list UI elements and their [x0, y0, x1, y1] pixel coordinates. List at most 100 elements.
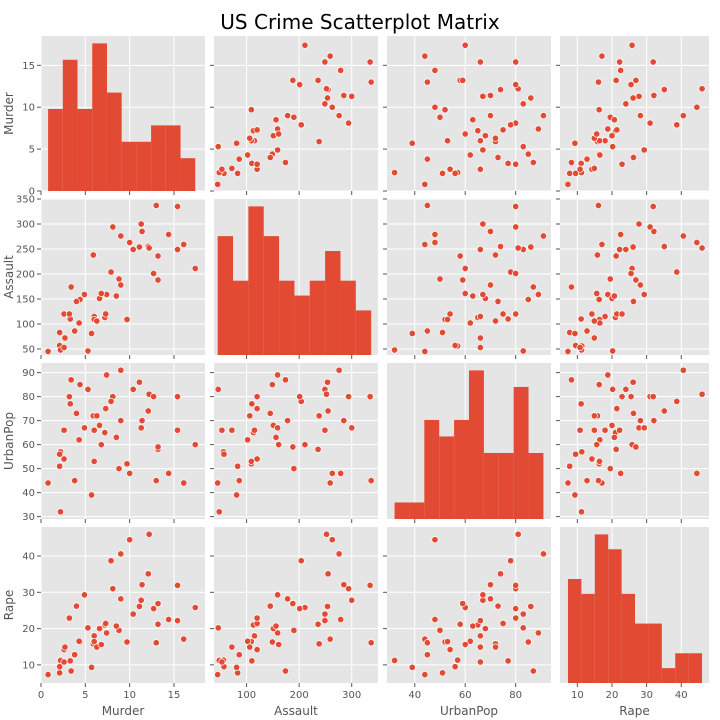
scatter-point [321, 610, 329, 618]
scatter-point [629, 297, 638, 306]
scatter-point [469, 116, 477, 124]
scatter-point [421, 240, 429, 249]
scatter-point [214, 180, 222, 188]
scatter-point [476, 334, 484, 342]
scatter-point [135, 602, 143, 611]
scatter-point [534, 629, 542, 637]
scatter-point [527, 243, 535, 251]
scatter-point [76, 381, 84, 389]
panel-assault-vs-assault [214, 199, 378, 359]
histogram-bar [439, 436, 455, 519]
scatter-point [649, 58, 657, 66]
scatter-point [593, 441, 601, 449]
scatter-point [601, 312, 609, 321]
scatter-point [126, 469, 134, 477]
scatter-point [606, 465, 614, 473]
scatter-point [152, 201, 160, 210]
scatter-point [274, 424, 282, 432]
scatter-point [112, 622, 120, 630]
scatter-point [115, 275, 123, 283]
scatter-point [326, 52, 334, 60]
x-axis-label: UrbanPop [440, 704, 498, 718]
scatter-point [301, 441, 309, 449]
scatter-point [191, 603, 199, 612]
scatter-point [150, 605, 158, 613]
scatter-point [144, 570, 152, 578]
scatter-point [514, 530, 522, 538]
scatter-point [228, 643, 236, 651]
scatter-point [649, 202, 657, 211]
histogram-bar [483, 452, 499, 519]
scatter-point [348, 596, 356, 604]
scatter-point [649, 393, 657, 401]
scatter-point [289, 599, 297, 608]
scatter-point [87, 491, 96, 499]
scatter-point [345, 393, 353, 401]
scatter-point [476, 245, 484, 254]
scatter-point [335, 550, 343, 558]
scatter-point [618, 310, 626, 318]
scatter-point [102, 619, 110, 628]
scatter-point [145, 244, 153, 252]
scatter-point [218, 658, 226, 666]
scatter-point [340, 581, 348, 589]
scatter-point [519, 100, 527, 108]
scatter-point [103, 629, 111, 637]
scatter-point [598, 240, 606, 249]
scatter-point [486, 227, 494, 236]
scatter-point [137, 596, 145, 604]
scatter-point [499, 310, 507, 318]
scatter-point [56, 328, 64, 337]
histogram-bar [661, 668, 676, 683]
scatter-point [476, 643, 484, 651]
scatter-point [281, 376, 290, 384]
panel-rape-vs-urbanpop [383, 527, 551, 687]
scatter-point [534, 125, 542, 133]
y-tick-label: 5 [29, 145, 35, 156]
y-axis-label: Assault [2, 255, 16, 299]
y-axis-label: Murder [2, 92, 16, 135]
scatter-point [65, 614, 73, 622]
scatter-point [274, 146, 282, 154]
scatter-point [618, 160, 626, 168]
scatter-point [244, 151, 252, 159]
scatter-point [564, 180, 572, 188]
scatter-point [590, 164, 598, 172]
y-tick-label: 300 [16, 220, 35, 231]
scatter-point [296, 605, 304, 613]
histogram-bar [454, 419, 469, 519]
scatter-point [608, 421, 616, 429]
scatter-point [253, 160, 261, 168]
scatter-point [314, 620, 322, 628]
scatter-point [289, 76, 297, 84]
x-axis-label: Assault [274, 704, 318, 718]
scatter-point [593, 130, 601, 138]
scatter-point [173, 581, 182, 589]
scatter-point [97, 289, 105, 298]
scatter-point [593, 289, 601, 298]
scatter-point [322, 390, 331, 398]
scatter-point [152, 639, 160, 647]
scatter-point [72, 409, 81, 417]
scatter-point [284, 595, 292, 603]
histogram-bar [180, 158, 196, 191]
x-tick-label: 10 [571, 690, 584, 701]
histogram-bar [675, 653, 689, 683]
scatter-point [126, 238, 134, 247]
scatter-point [60, 426, 68, 434]
scatter-point [218, 426, 226, 434]
scatter-point [244, 637, 252, 645]
scatter-point [144, 407, 152, 415]
scatter-point [284, 112, 292, 120]
scatter-point [609, 347, 617, 355]
scatter-point [571, 329, 579, 338]
y-tick-label: 30 [22, 512, 35, 523]
scatter-point [290, 113, 298, 121]
histogram-bar [121, 141, 137, 191]
scatter-point [610, 433, 618, 441]
scatter-point [321, 100, 329, 108]
scatter-point [635, 92, 643, 100]
scatter-point [80, 290, 88, 299]
scatter-point [266, 602, 274, 610]
y-tick-label: 10 [22, 660, 35, 671]
